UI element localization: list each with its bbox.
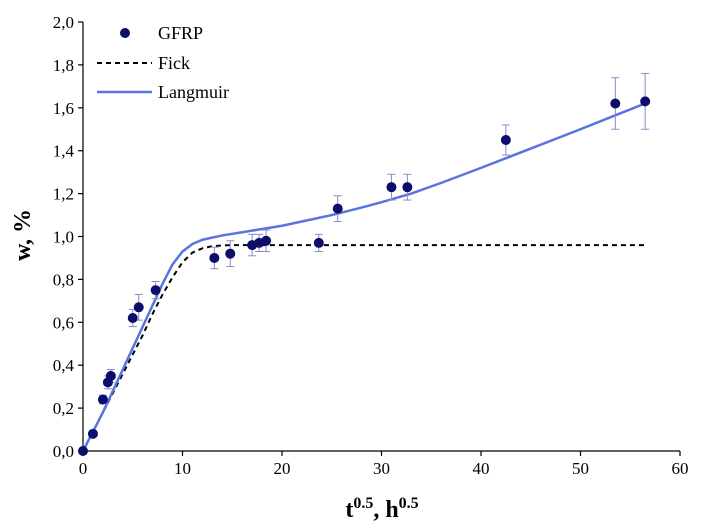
x-tick-label: 20 bbox=[274, 459, 291, 478]
data-point bbox=[127, 313, 138, 324]
legend-label-langmuir: Langmuir bbox=[158, 82, 229, 102]
y-tick-label: 1,8 bbox=[53, 56, 74, 75]
x-tick-label: 40 bbox=[473, 459, 490, 478]
y-tick-label: 0,6 bbox=[53, 313, 74, 332]
x-axis-title: t0.5, h0.5 bbox=[345, 495, 418, 523]
y-tick-label: 0,8 bbox=[53, 270, 74, 289]
data-point bbox=[78, 446, 88, 456]
data-point bbox=[261, 235, 272, 246]
data-point bbox=[332, 203, 343, 214]
legend-marker-gfrp bbox=[120, 28, 130, 38]
data-point bbox=[640, 96, 651, 107]
data-point bbox=[610, 98, 621, 109]
data-point bbox=[105, 370, 116, 381]
y-axis-title: w, % bbox=[10, 209, 36, 261]
x-tick-label: 30 bbox=[373, 459, 390, 478]
y-tick-label: 1,0 bbox=[53, 228, 74, 247]
series-line-fick bbox=[82, 244, 646, 452]
error-bars bbox=[98, 72, 650, 405]
x-tick-label: 0 bbox=[79, 459, 88, 478]
y-axis-ticks: 0,0 0,2 0,4 0,6 0,8 1,0 1,2 1,4 1,6 1,8 2,0 bbox=[53, 13, 83, 461]
data-point bbox=[402, 182, 413, 193]
y-tick-label: 1,4 bbox=[53, 142, 75, 161]
data-point bbox=[133, 302, 144, 313]
data-point bbox=[87, 428, 98, 439]
y-tick-label: 0,0 bbox=[53, 442, 74, 461]
x-axis-ticks: 0 10 20 30 40 50 60 bbox=[79, 451, 689, 478]
data-point bbox=[209, 252, 220, 263]
plot-area: 0 10 20 30 40 50 60 0,0 0,2 0,4 0,6 0,8 1,0 1,2 1,4 1,… bbox=[53, 13, 689, 478]
data-point bbox=[386, 182, 397, 193]
data-point bbox=[225, 248, 236, 259]
x-tick-label: 10 bbox=[174, 459, 191, 478]
legend-label-gfrp: GFRP bbox=[158, 23, 203, 43]
y-tick-label: 0,4 bbox=[53, 356, 75, 375]
y-tick-label: 2,0 bbox=[53, 13, 74, 32]
y-tick-label: 1,2 bbox=[53, 185, 74, 204]
x-tick-label: 60 bbox=[672, 459, 689, 478]
data-point bbox=[150, 285, 161, 296]
y-tick-label: 0,2 bbox=[53, 399, 74, 418]
legend: GFRP Fick Langmuir bbox=[97, 23, 229, 102]
legend-label-fick: Fick bbox=[158, 53, 190, 73]
series-lines bbox=[81, 102, 646, 452]
y-tick-label: 1,6 bbox=[53, 99, 74, 118]
data-point bbox=[313, 237, 324, 248]
x-tick-label: 50 bbox=[572, 459, 589, 478]
data-point bbox=[97, 394, 108, 405]
data-points bbox=[78, 96, 651, 456]
series-line-langmuir bbox=[81, 102, 646, 452]
data-point bbox=[500, 134, 511, 145]
